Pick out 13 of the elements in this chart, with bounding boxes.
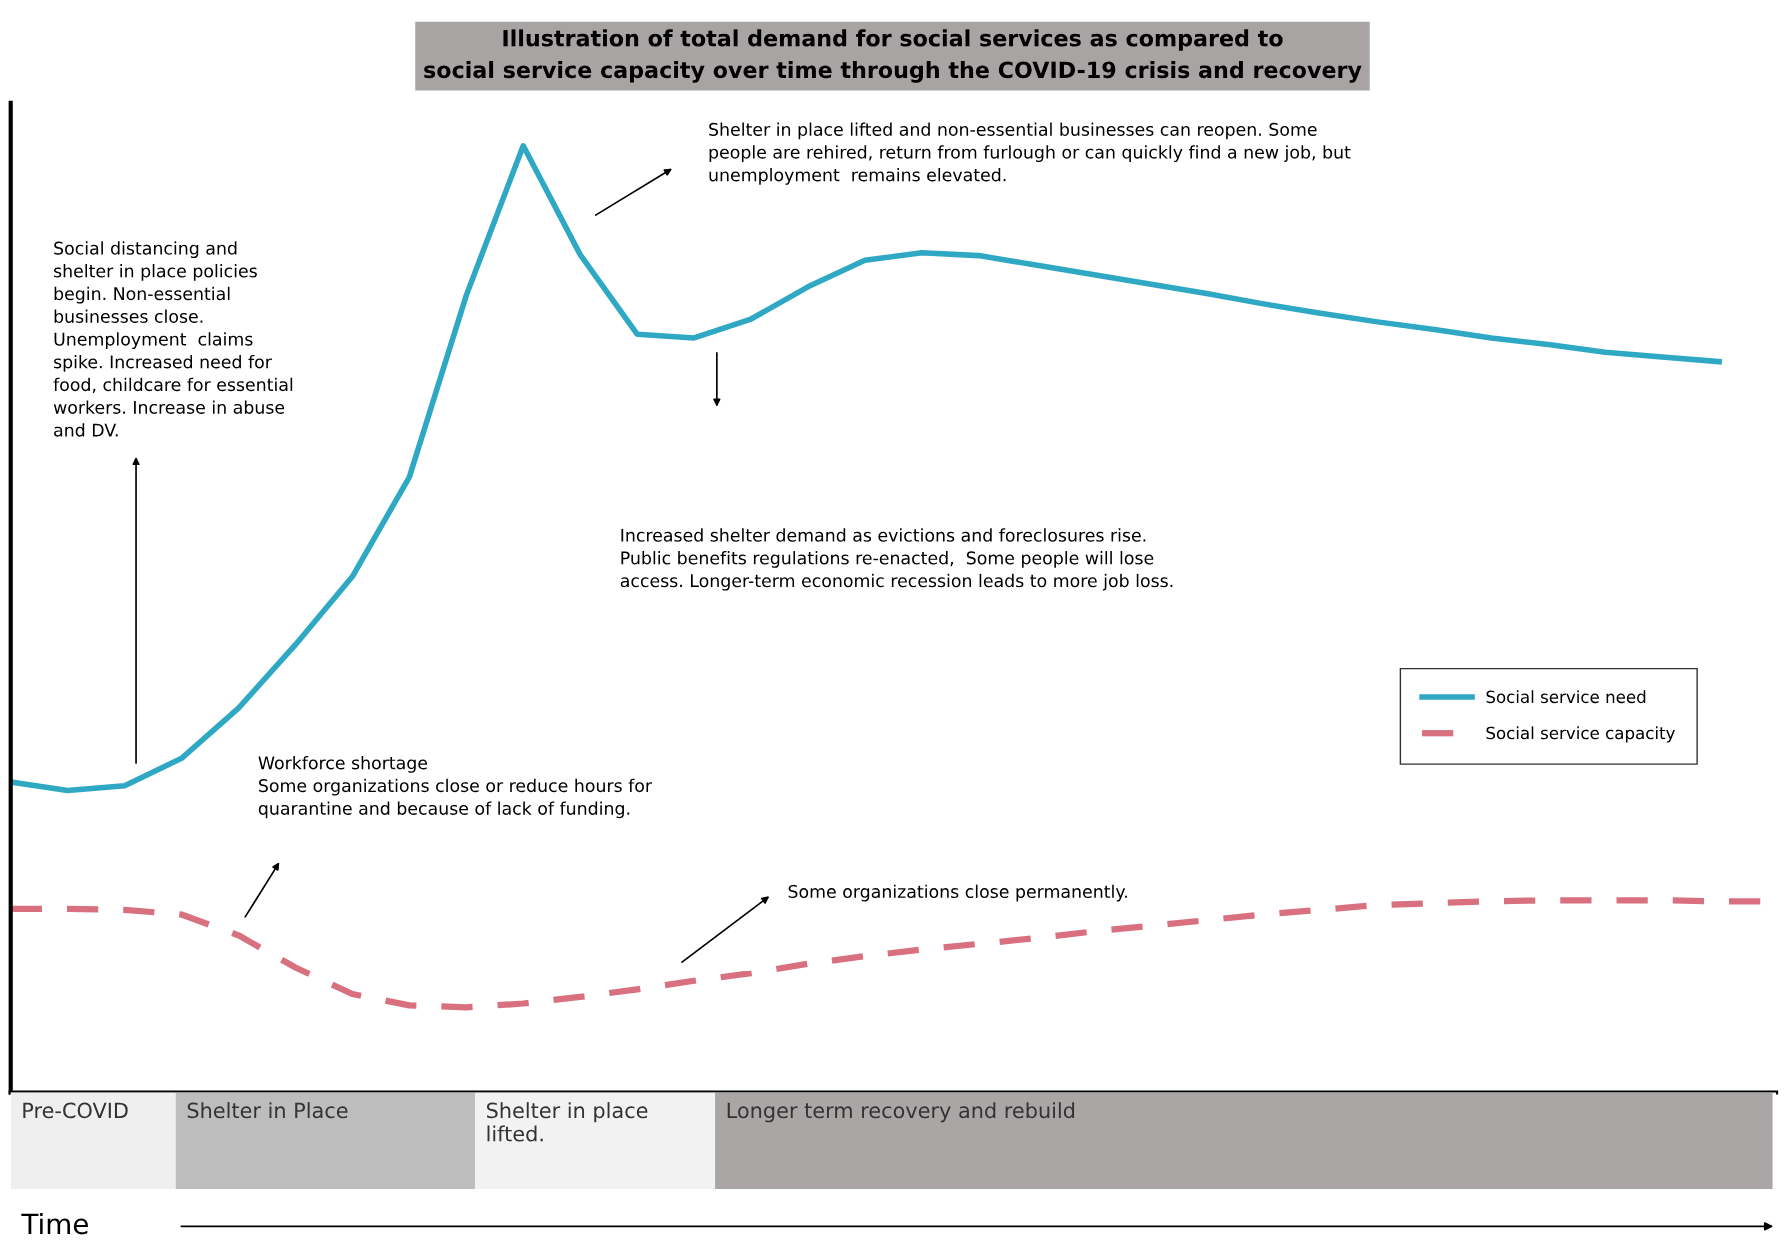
annotation: Increased shelter demand as evictions and foreclosures rise. Public benefits regulations re-enacted, Some people will lose access. Longer-term economic recession leads to more job loss. <box>620 528 1173 591</box>
legend-label: Social service capacity <box>1486 726 1675 743</box>
text: Shelter in place lifted. <box>486 1102 648 1142</box>
x-axis-title: Time <box>21 1212 88 1235</box>
annotation: Some organizations close permanently. <box>788 884 1127 902</box>
text: Shelter in Place <box>187 1102 348 1119</box>
chart-title: Illustration of total demand for social services as compared to social service capacity over time through the COVID-19 crisis and recovery <box>424 29 1362 83</box>
legend-label: Social service need <box>1486 690 1646 704</box>
annotation: Workforce shortage Some organizations close or reduce hours for quarantine and because of lack of funding. <box>258 755 653 819</box>
text: Longer term recovery and rebuild <box>727 1102 1075 1123</box>
text: Social distancing and shelter in place policies begin. Non-essential businesses close. Unemployment claims spike. Increased need for food, childcare for essential workers. Increase in abuse and DV. <box>53 241 293 437</box>
text: Pre-COVID <box>23 1102 128 1119</box>
annotation: Shelter in place lifted and non-essential businesses can reopen. Some people are rehired, return from furlough or can quickly find a new job, but unemployment remains elevated. <box>709 122 1351 185</box>
